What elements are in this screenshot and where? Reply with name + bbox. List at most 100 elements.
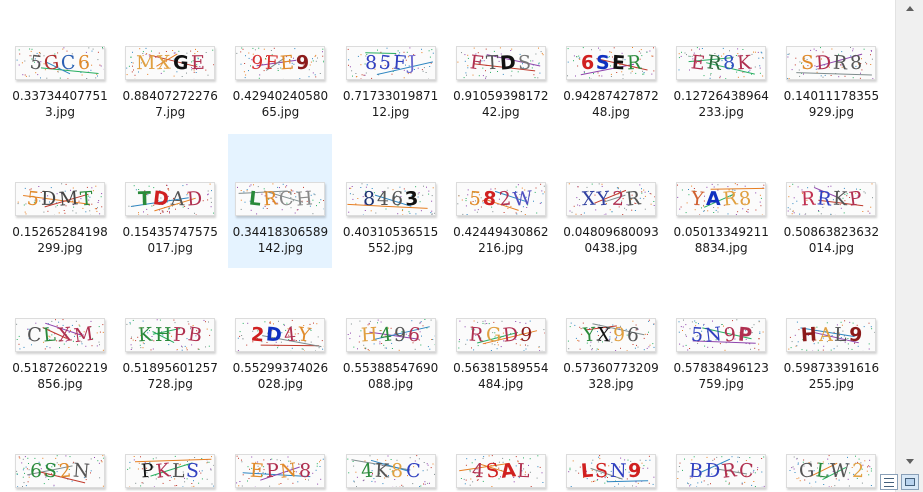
noise-line [584, 325, 617, 331]
noise-dot [429, 56, 431, 58]
noise-dot [514, 191, 516, 192]
file-item[interactable]: 8 4 6 3 0.40310536515 552.jpg [339, 134, 443, 268]
vertical-scrollbar[interactable] [895, 0, 923, 492]
noise-dot [475, 53, 477, 55]
file-item[interactable]: 9 F E 9 0.42940240580 65.jpg [228, 0, 332, 132]
noise-dot [40, 192, 42, 193]
noise-dot [794, 472, 796, 473]
noise-dot [639, 58, 641, 60]
noise-dot [200, 472, 202, 474]
file-item[interactable]: L R C H 0.34418306589 142.jpg [228, 134, 333, 268]
file-name-line2: 299.jpg [37, 241, 83, 255]
noise-dot [523, 350, 525, 351]
noise-dot [601, 183, 603, 185]
file-item[interactable]: 5 D M T 0.15265284198 299.jpg [8, 134, 112, 268]
noise-dot [25, 75, 27, 77]
file-item[interactable]: M X G E 0.88407272276 7.jpg [118, 0, 222, 132]
file-item[interactable]: F T D S 0.91059398172 42.jpg [449, 0, 553, 132]
file-item[interactable]: C L X M 0.51872602219 856.jpg [8, 270, 112, 404]
file-item[interactable]: S D R 8 0.14011178355 929.jpg [779, 0, 883, 132]
noise-dot [396, 330, 398, 331]
file-name-line2: 856.jpg [37, 377, 83, 391]
noise-line [152, 328, 181, 335]
noise-dot [132, 62, 134, 64]
noise-dot [419, 344, 421, 346]
noise-dot [473, 62, 475, 64]
chevron-up-icon[interactable] [906, 6, 914, 11]
noise-dot [591, 49, 592, 51]
file-item[interactable]: 5 8 2 W 0.42449430862 216.jpg [449, 134, 553, 268]
noise-dot [534, 77, 536, 79]
file-item[interactable]: 2 D 4 Y 0.55299374026 028.jpg [228, 270, 332, 404]
noise-dot [47, 323, 49, 325]
noise-dot [820, 476, 822, 478]
file-item[interactable]: H A L 9 0.59873391616 255.jpg [779, 270, 883, 404]
noise-dot [682, 189, 684, 191]
noise-dot [391, 471, 393, 473]
noise-dot [798, 341, 800, 343]
file-name-line1: 0.50863823632 [783, 225, 880, 239]
noise-dot [323, 458, 325, 460]
noise-dot [753, 324, 755, 326]
file-item[interactable]: X Y 2 R 0.04809680093 0438.jpg [559, 134, 663, 268]
noise-dot [263, 70, 265, 72]
noise-dot [34, 61, 35, 63]
noise-dot [501, 457, 503, 459]
noise-dot [254, 470, 256, 472]
noise-dot [516, 213, 518, 215]
noise-dot [680, 206, 682, 208]
file-name: 0.88407272276 7.jpg [118, 88, 222, 120]
noise-dot [527, 56, 529, 58]
noise-dot [88, 47, 90, 49]
noise-dot [17, 203, 19, 205]
noise-dot [529, 60, 531, 62]
noise-dot [308, 193, 310, 195]
file-item[interactable]: 5 N 9 P 0.57838496123 759.jpg [669, 270, 773, 404]
captcha-char: 9 [847, 323, 864, 347]
noise-dot [290, 463, 292, 465]
file-item[interactable]: R R K P 0.50863823632 014.jpg [779, 134, 883, 268]
noise-dot [417, 196, 419, 198]
noise-dot [537, 455, 539, 457]
file-item[interactable]: R G D 9 0.56381589554 484.jpg [449, 270, 553, 404]
noise-dot [507, 207, 509, 209]
details-view-button[interactable] [880, 474, 898, 490]
captcha-char: N [703, 323, 723, 347]
file-item[interactable]: K H P B 0.51895601257 728.jpg [118, 270, 222, 404]
large-icons-view-button[interactable] [901, 474, 919, 490]
file-item[interactable]: Y X 9 6 0.57360773209 328.jpg [559, 270, 663, 404]
chevron-down-icon[interactable] [906, 459, 914, 464]
file-item[interactable]: H 4 9 6 0.55388547690 088.jpg [339, 270, 443, 404]
noise-dot [753, 481, 755, 482]
file-name-line2: 8834.jpg [694, 241, 748, 255]
noise-dot [352, 461, 354, 462]
file-item[interactable]: T D A D 0.15435747575 017.jpg [118, 134, 222, 268]
file-item[interactable]: E R 8 K 0.12726438964 233.jpg [669, 0, 773, 132]
captcha-noise [678, 319, 764, 351]
noise-dot [372, 196, 374, 198]
file-item[interactable]: 6 S E R 0.94287427872 48.jpg [559, 0, 663, 132]
noise-dot [43, 341, 45, 343]
file-item[interactable]: 5 G C 6 0.33734407751 3.jpg [8, 0, 112, 132]
noise-dot [732, 320, 734, 322]
noise-dot [699, 332, 701, 334]
noise-dot [652, 343, 654, 345]
noise-dot [420, 335, 422, 337]
file-name-line1: 0.33734407751 [12, 89, 108, 103]
noise-dot [40, 61, 42, 63]
file-item[interactable]: 8 5 F J 0.71733019871 12.jpg [339, 0, 443, 132]
noise-dot [92, 48, 94, 50]
noise-dot [28, 463, 29, 464]
file-item[interactable]: Y A R 8 0.05013349211 8834.jpg [669, 134, 773, 268]
noise-line [494, 190, 527, 203]
